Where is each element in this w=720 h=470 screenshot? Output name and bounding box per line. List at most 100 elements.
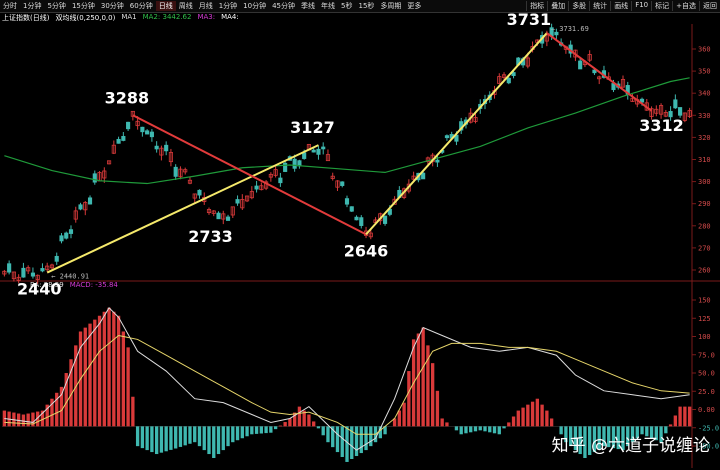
price-axis-label: 290 bbox=[698, 200, 711, 208]
toolbar-button-2[interactable]: 多股 bbox=[568, 1, 589, 11]
toolbar-button-5[interactable]: F10 bbox=[631, 1, 651, 11]
period-tab-9[interactable]: 1分钟 bbox=[218, 2, 238, 10]
candle-body bbox=[649, 108, 654, 117]
candle-body bbox=[2, 270, 7, 275]
candle-body bbox=[178, 168, 183, 178]
period-tab-14[interactable]: 5秒 bbox=[341, 2, 353, 10]
candle-body bbox=[311, 149, 316, 153]
pivot-label: 3312 bbox=[639, 116, 684, 135]
candle-body bbox=[149, 131, 154, 138]
period-tab-10[interactable]: 10分钟 bbox=[243, 2, 267, 10]
candle-body bbox=[121, 136, 126, 141]
ma4-label: MA4: bbox=[221, 13, 239, 21]
period-toolbar: 分时 1分钟 5分钟 15分钟 30分钟 60分钟 日线 周线 月线 1分钟 10分钟 45分钟 季线年… bbox=[0, 0, 720, 13]
candle-body bbox=[506, 77, 511, 84]
pivot-label: 3288 bbox=[105, 88, 150, 107]
candle-body bbox=[35, 274, 40, 280]
period-tab-5[interactable]: 60分钟 bbox=[129, 2, 153, 10]
candle-body bbox=[501, 74, 507, 78]
candle-body bbox=[325, 154, 331, 162]
trend-layer bbox=[46, 32, 653, 274]
watermark: 知乎 @六道子说缠论 bbox=[551, 436, 710, 456]
index-title: 上证指数(日线) bbox=[2, 14, 50, 22]
period-tab-1[interactable]: 1分钟 bbox=[23, 2, 42, 10]
candle-body bbox=[321, 146, 326, 150]
macd-axis-label: -25.0 bbox=[698, 424, 719, 432]
candle-body bbox=[544, 34, 549, 42]
period-tab-8[interactable]: 月线 bbox=[198, 2, 213, 10]
period-tab-3[interactable]: 15分钟 bbox=[71, 2, 95, 10]
period-tab-0[interactable]: 分时 bbox=[3, 2, 17, 10]
candle-body bbox=[411, 175, 416, 180]
candle-body bbox=[183, 169, 188, 173]
price-axis-label: 270 bbox=[698, 244, 711, 252]
candle-body bbox=[30, 272, 35, 277]
macd-axis-label: 0.00 bbox=[698, 406, 715, 414]
period-tab-15[interactable]: 15秒 bbox=[358, 2, 375, 10]
candle-body bbox=[49, 264, 55, 269]
candle-body bbox=[687, 110, 692, 117]
toolbar-button-3[interactable]: 统计 bbox=[589, 1, 610, 11]
candle-body bbox=[349, 206, 354, 212]
candle-body bbox=[278, 177, 283, 184]
toolbar-button-0[interactable]: 指标 bbox=[526, 1, 547, 11]
period-tab-4[interactable]: 30分钟 bbox=[100, 2, 124, 10]
macd-lines bbox=[4, 307, 690, 451]
candle-body bbox=[344, 198, 350, 205]
trend-line bbox=[365, 32, 548, 236]
trend-line bbox=[46, 144, 319, 274]
period-tab-12[interactable]: 季线 bbox=[301, 2, 316, 10]
period-tab-13[interactable]: 年线 bbox=[321, 2, 336, 10]
period-tab-2[interactable]: 5分钟 bbox=[47, 2, 66, 10]
period-tab-7[interactable]: 周线 bbox=[178, 2, 193, 10]
candle-body bbox=[126, 121, 131, 130]
candle-body bbox=[292, 158, 297, 169]
toolbar-button-8[interactable]: 返回 bbox=[699, 1, 720, 11]
candle-body bbox=[135, 120, 140, 127]
price-axis-label: 340 bbox=[698, 90, 711, 98]
toolbar-button-6[interactable]: 标记 bbox=[651, 1, 672, 11]
candle-body bbox=[111, 144, 116, 154]
candle-body bbox=[273, 169, 278, 176]
macd-axis-label: 100 bbox=[698, 333, 711, 341]
candle-body bbox=[316, 148, 321, 155]
candle-body bbox=[102, 170, 107, 179]
candle-body bbox=[7, 263, 12, 273]
period-tab-16[interactable]: 多周期 bbox=[380, 2, 402, 10]
period-tab-11[interactable]: 45分钟 bbox=[272, 2, 296, 10]
pivot-label: 2440 bbox=[17, 280, 62, 299]
candle-body bbox=[421, 172, 426, 180]
toolbar-button-4[interactable]: 画线 bbox=[610, 1, 631, 11]
candle-body bbox=[620, 78, 626, 88]
candle-body bbox=[16, 276, 21, 281]
candle-body bbox=[444, 135, 449, 139]
candle-body bbox=[168, 152, 173, 163]
trend-line bbox=[546, 32, 653, 112]
candle-body bbox=[268, 173, 273, 178]
candle-body bbox=[254, 185, 259, 190]
period-tab-6[interactable]: 日线 bbox=[155, 1, 176, 11]
price-axis-label: 330 bbox=[698, 112, 711, 120]
candle-body bbox=[221, 213, 226, 220]
price-axis-label: 260 bbox=[698, 267, 711, 275]
candle-body bbox=[302, 152, 307, 159]
candle-body bbox=[435, 159, 440, 163]
candle-body bbox=[73, 210, 78, 220]
period-tab-17[interactable]: 更多 bbox=[407, 2, 422, 10]
candle-body bbox=[525, 57, 530, 67]
candle-body bbox=[45, 265, 50, 271]
extreme-price-label: — 3731.69 bbox=[551, 25, 589, 33]
macd-axis-label: 25.0 bbox=[698, 388, 715, 396]
candle-body bbox=[59, 235, 64, 242]
toolbar-button-1[interactable]: 叠加 bbox=[547, 1, 568, 11]
macd-label: MACD: -35.84 bbox=[69, 281, 118, 289]
candle-body bbox=[359, 217, 364, 226]
toolbar-button-7[interactable]: +自选 bbox=[672, 1, 699, 11]
candle-body bbox=[678, 107, 683, 116]
candle-body bbox=[206, 209, 212, 214]
candle-body bbox=[83, 202, 88, 211]
candle-body bbox=[630, 97, 635, 102]
candle-body bbox=[259, 185, 264, 191]
pivot-label: 2733 bbox=[188, 227, 233, 246]
